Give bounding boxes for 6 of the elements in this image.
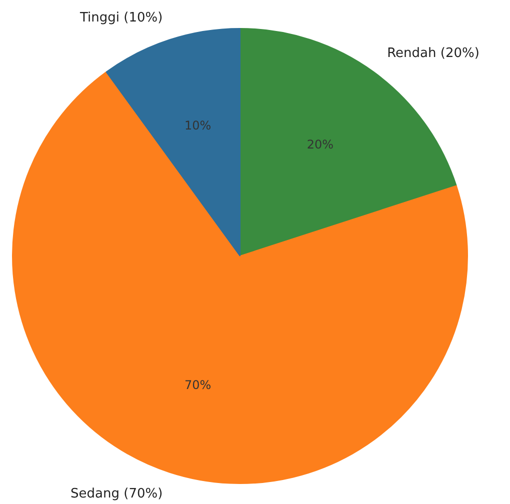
- slice-label: Tinggi (10%): [78, 10, 163, 26]
- data-label: 70%: [184, 378, 212, 392]
- data-label: 20%: [306, 138, 334, 152]
- data-label: 10%: [184, 118, 212, 132]
- slice-label: Rendah (20%): [387, 46, 480, 61]
- slice-label: Sedang (70%): [70, 486, 163, 502]
